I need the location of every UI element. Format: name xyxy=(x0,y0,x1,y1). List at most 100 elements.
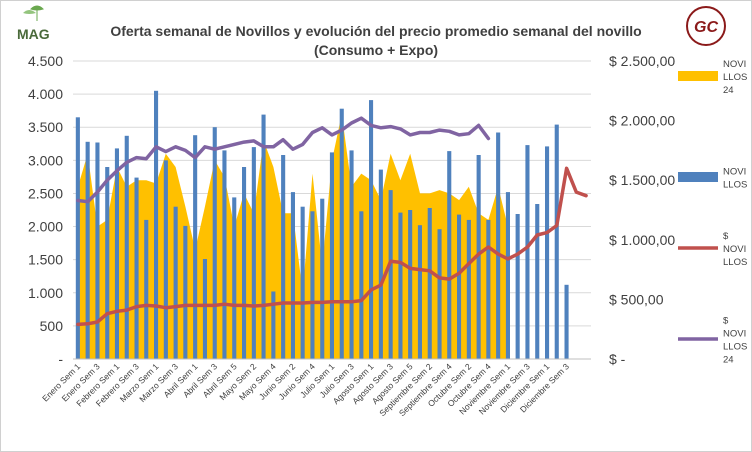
bar-novillos xyxy=(242,167,247,359)
bar-novillos xyxy=(114,148,119,359)
legend-label: NOVI xyxy=(723,167,746,178)
y2-tick-label: $ 2.500,00 xyxy=(609,53,675,69)
y-tick-label: 3.500 xyxy=(28,119,63,135)
line-precio-novillos-24 xyxy=(76,116,491,204)
bar-novillos xyxy=(105,167,110,359)
bar-novillos xyxy=(486,219,491,359)
bar-novillos xyxy=(251,147,256,359)
legend-item: NOVI LLOS 24 xyxy=(678,59,747,96)
bar-series-novillos xyxy=(75,90,569,360)
y2-tick-label: $ 1.500,00 xyxy=(609,172,675,188)
bar-novillos xyxy=(212,127,217,359)
bar-novillos xyxy=(232,197,237,359)
bar-novillos xyxy=(398,212,403,359)
bar-novillos xyxy=(545,146,550,359)
y-tick-label: 1.000 xyxy=(28,285,63,301)
bar-novillos xyxy=(466,219,471,359)
bar-novillos xyxy=(320,198,325,359)
legend-label: LLOS xyxy=(723,342,747,353)
bar-novillos xyxy=(554,124,559,359)
legend-label: LLOS xyxy=(723,180,747,191)
chart-subtitle: (Consumo + Expo) xyxy=(314,42,438,58)
mag-logo: MAG xyxy=(17,5,50,42)
legend-label: LLOS xyxy=(723,72,747,83)
legend-label: NOVI xyxy=(723,329,746,340)
bar-novillos xyxy=(447,151,452,359)
legend-label: NOVI xyxy=(723,59,746,70)
legend-label: $ xyxy=(723,231,729,242)
bar-novillos xyxy=(173,206,178,359)
mag-logo-text: MAG xyxy=(17,26,50,42)
legend-item: $ NOVI LLOS xyxy=(678,231,747,268)
legend-label: 24 xyxy=(723,355,734,366)
bar-novillos xyxy=(271,291,276,359)
legend: NOVI LLOS 24 NOVI LLOS $ NOVI LLOS $ NOVI LLOS 24 xyxy=(678,59,747,366)
legend-item: $ NOVI LLOS 24 xyxy=(678,316,747,366)
bar-novillos xyxy=(388,190,393,359)
y2-tick-label: $ 2.000,00 xyxy=(609,113,675,129)
bar-novillos xyxy=(349,150,354,359)
bar-novillos xyxy=(183,225,188,359)
bar-novillos xyxy=(437,229,442,359)
legend-label: NOVI xyxy=(723,244,746,255)
bar-novillos xyxy=(378,169,383,359)
y2-tick-label: $ - xyxy=(609,351,626,367)
y-axis-right: $ - $ 500,00 $ 1.000,00 $ 1.500,00 $ 2.000,0… xyxy=(609,53,675,367)
y-tick-label: 500 xyxy=(40,318,64,334)
gc-logo: GC xyxy=(686,6,726,46)
bar-novillos xyxy=(339,108,344,359)
bar-novillos xyxy=(281,155,286,359)
bar-novillos xyxy=(505,192,510,359)
bar-novillos xyxy=(222,150,227,359)
y-tick-label: 4.500 xyxy=(28,53,63,69)
legend-label: LLOS xyxy=(723,257,747,268)
bar-novillos xyxy=(496,132,501,359)
y2-tick-label: $ 500,00 xyxy=(609,291,664,307)
bar-novillos xyxy=(329,152,334,359)
bar-novillos xyxy=(163,160,168,359)
bar-novillos xyxy=(144,219,149,359)
bar-novillos xyxy=(564,284,569,359)
legend-swatch xyxy=(678,172,718,182)
y-axis-left: - 500 1.000 1.500 2.000 2.500 3.000 3.500 4.000 4… xyxy=(28,53,63,367)
chart-title: Oferta semanal de Novillos y evolución d… xyxy=(110,23,641,39)
gc-logo-text: GC xyxy=(694,19,718,36)
bar-novillos xyxy=(310,211,315,359)
bar-novillos xyxy=(525,145,530,359)
line-precio-novillos xyxy=(76,166,588,327)
bar-novillos xyxy=(85,141,90,359)
y-tick-label: - xyxy=(58,351,63,367)
bar-novillos xyxy=(193,135,198,359)
legend-item: NOVI LLOS xyxy=(678,167,747,191)
bar-novillos xyxy=(134,177,139,359)
bar-novillos xyxy=(427,208,432,359)
y-tick-label: 3.000 xyxy=(28,152,63,168)
y2-tick-label: $ 1.000,00 xyxy=(609,232,675,248)
bar-novillos xyxy=(261,114,266,359)
bar-novillos xyxy=(75,117,80,359)
bar-novillos xyxy=(359,211,364,359)
y-tick-label: 2.500 xyxy=(28,185,63,201)
bar-novillos xyxy=(535,204,540,359)
legend-label: 24 xyxy=(723,85,734,96)
legend-label: $ xyxy=(723,316,729,327)
legend-swatch xyxy=(678,71,718,81)
bar-novillos xyxy=(95,142,100,359)
bar-novillos xyxy=(290,192,295,359)
bar-novillos xyxy=(408,210,413,359)
y-tick-label: 4.000 xyxy=(28,86,63,102)
bar-novillos xyxy=(417,225,422,359)
bar-novillos xyxy=(300,206,305,359)
line-series-layer xyxy=(76,116,588,327)
y-tick-label: 2.000 xyxy=(28,219,63,235)
bar-novillos xyxy=(476,155,481,359)
bar-novillos xyxy=(457,214,462,359)
bar-novillos xyxy=(202,259,207,359)
bar-novillos xyxy=(515,214,520,359)
bar-novillos xyxy=(124,135,129,359)
bar-novillos xyxy=(154,90,159,360)
y-tick-label: 1.500 xyxy=(28,252,63,268)
